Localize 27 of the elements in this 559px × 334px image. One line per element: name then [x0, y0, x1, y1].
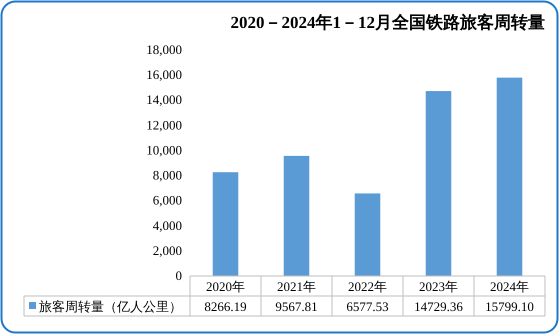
y-tick-label: 0 [176, 268, 182, 283]
data-label: 8266.19 [204, 299, 247, 314]
x-tick-label: 2024年 [490, 279, 529, 294]
y-tick-label: 12,000 [146, 117, 182, 132]
chart-title: 2020－2024年1－12月全国铁路旅客周转量 [230, 13, 545, 32]
bar [354, 193, 380, 276]
bar [496, 78, 522, 276]
bar [212, 172, 238, 276]
data-label: 15799.10 [485, 299, 534, 314]
bar [284, 156, 310, 276]
x-tick-label: 2020年 [206, 279, 245, 294]
legend-label: 旅客周转量（亿人公里） [39, 299, 182, 314]
y-tick-label: 14,000 [146, 92, 182, 108]
y-tick-label: 16,000 [146, 67, 182, 82]
y-tick-label: 10,000 [146, 142, 182, 158]
data-label: 14729.36 [414, 299, 464, 314]
y-tick-label: 6,000 [152, 192, 182, 208]
y-tick-label: 2,000 [152, 242, 182, 258]
x-tick-label: 2023年 [419, 279, 458, 294]
y-tick-label: 8,000 [152, 168, 182, 183]
x-tick-label: 2021年 [277, 279, 316, 294]
bar [426, 91, 452, 276]
data-label: 9567.81 [275, 299, 318, 314]
y-tick-label: 4,000 [152, 218, 182, 233]
y-tick-label: 18,000 [146, 42, 182, 57]
data-label: 6577.53 [346, 299, 389, 314]
x-tick-label: 2022年 [348, 279, 387, 294]
